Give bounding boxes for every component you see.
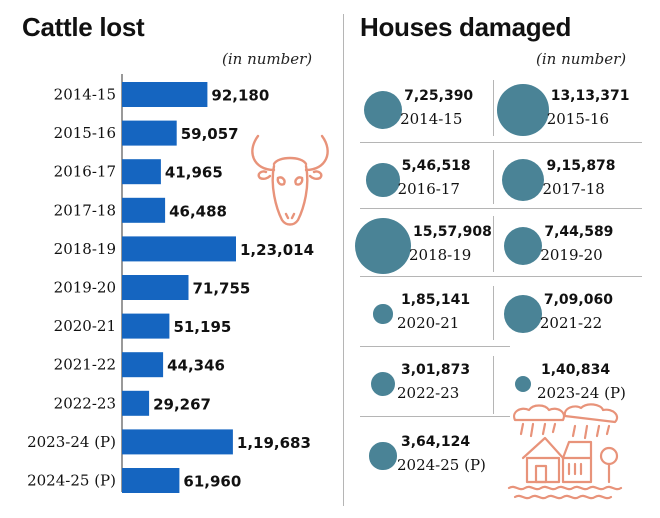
cattle-bar [122,197,166,223]
houses-unit-label: (in number) [536,50,627,68]
cattle-year-label: 2022-23 [54,394,116,412]
house-bubble [366,163,400,197]
house-bubble [373,304,393,324]
cattle-year-label: 2024-25 (P) [27,472,116,490]
cattle-year-label: 2014-15 [54,86,116,104]
house-value-label: 15,57,908 [413,224,492,240]
house-value-label: 3,64,124 [401,434,471,450]
house-year-label: 2020-21 [397,314,460,332]
house-value-label: 5,46,518 [401,158,471,174]
house-bubble [514,375,532,393]
cattle-year-label: 2018-19 [54,240,116,258]
cattle-value-label: 61,960 [183,473,241,491]
house-cell: 7,44,589 2019-20 [497,214,647,276]
cattle-value-label: 1,23,014 [240,241,314,259]
grid-line [493,150,494,204]
cattle-bar-chart: 2014-15 92,180 2015-16 59,057 2016-17 41,965 2… [27,74,314,493]
cattle-value-label: 41,965 [165,164,223,182]
house-value-label: 13,13,371 [550,88,630,104]
house-year-label: 2019-20 [540,246,603,264]
grid-line [493,80,494,136]
house-bubble [369,442,397,470]
house-cell: 15,57,908 2018-19 [355,214,507,276]
cattle-year-label: 2016-17 [54,163,116,181]
house-year-label: 2021-22 [539,314,603,332]
house-year-label: 2023-24 (P) [537,384,626,402]
cow-skull-icon [251,134,329,226]
house-year-label: 2024-25 (P) [397,456,486,474]
house-cell: 3,64,124 2024-25 (P) [357,424,507,486]
cattle-year-label: 2019-20 [54,279,116,297]
house-cell: 7,09,060 2021-22 [497,282,647,344]
house-bubble [501,158,545,202]
house-year-label: 2015-16 [546,110,610,128]
houses-chart-title: Houses damaged [360,12,572,42]
grid-line [360,276,642,277]
grid-line [493,216,494,272]
house-bubble [370,371,396,397]
cattle-bar [122,236,236,262]
grid-line [360,416,510,417]
house-year-label: 2014-15 [400,110,463,128]
cattle-year-label: 2020-21 [54,317,116,335]
cattle-value-label: 71,755 [192,280,250,298]
house-year-label: 2017-18 [542,180,605,198]
house-cell: 5,46,518 2016-17 [357,148,507,210]
house-bubble [363,90,403,130]
cattle-value-label: 44,346 [167,357,225,375]
house-bubble [503,226,543,266]
cattle-bar [122,159,161,185]
house-value-label: 1,85,141 [401,292,471,308]
house-cell: 1,40,834 2023-24 (P) [497,352,647,414]
house-year-label: 2022-23 [397,384,460,402]
cattle-bar [122,352,164,378]
cattle-bar [122,390,150,416]
house-cell: 9,15,878 2017-18 [497,148,647,210]
cattle-value-label: 29,267 [153,395,211,413]
house-bubble [355,218,411,274]
cattle-bar [122,275,189,300]
cattle-year-label: 2021-22 [54,356,116,374]
house-year-label: 2016-17 [397,180,460,198]
house-value-label: 9,15,878 [546,158,616,174]
house-value-label: 7,09,060 [543,292,613,308]
grid-line [360,208,642,209]
cattle-year-label: 2023-24 (P) [27,433,116,451]
cattle-value-label: 1,19,683 [237,434,311,452]
cattle-bar [122,120,177,146]
house-bubble [497,84,549,136]
damaged-house-rain-icon [507,403,623,500]
house-cell: 7,25,390 2014-15 [357,78,507,140]
house-cell: 13,13,371 2015-16 [497,78,647,140]
cattle-bar [122,468,180,493]
grid-line [360,142,642,143]
cattle-year-label: 2017-18 [54,201,116,219]
grid-line [360,346,510,347]
cattle-value-label: 92,180 [211,87,269,105]
cattle-value-label: 59,057 [181,125,239,143]
house-bubble [504,295,542,333]
cattle-bar [122,313,170,339]
house-value-label: 1,40,834 [541,362,611,378]
cattle-chart-title: Cattle lost [22,12,145,42]
cattle-value-label: 51,195 [173,318,231,336]
cattle-bar [122,82,208,107]
cattle-year-label: 2015-16 [54,124,116,142]
house-year-label: 2018-19 [409,246,472,264]
cattle-value-label: 46,488 [169,202,227,220]
section-divider [343,14,344,506]
house-value-label: 7,25,390 [404,88,474,104]
cattle-unit-label: (in number) [222,50,313,68]
house-value-label: 3,01,873 [401,362,471,378]
house-value-label: 7,44,589 [544,224,614,240]
cattle-bar [122,429,233,455]
house-cell: 3,01,873 2022-23 [357,352,507,414]
house-cell: 1,85,141 2020-21 [357,282,507,344]
grid-line [493,286,494,340]
grid-line [493,356,494,414]
